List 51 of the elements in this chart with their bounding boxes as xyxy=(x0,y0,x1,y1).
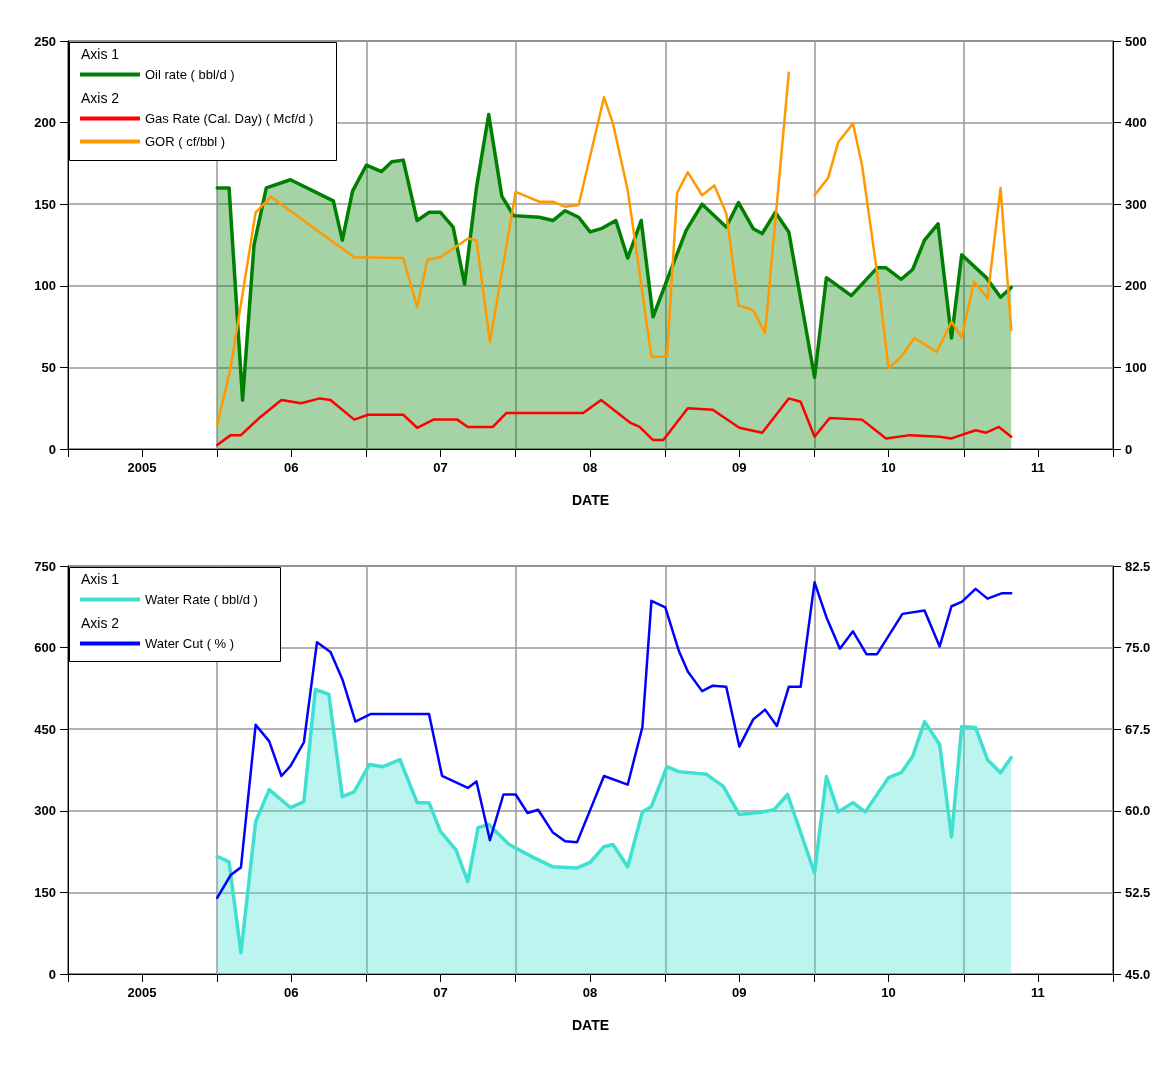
annotation: Axis 1 xyxy=(81,46,120,62)
y-tick-label: 450 xyxy=(34,721,56,737)
annotation: Axis 2 xyxy=(81,90,120,106)
x-tick-label: 08 xyxy=(582,460,598,475)
line-series xyxy=(215,397,1013,447)
x-axis-title: DATE xyxy=(571,492,610,508)
y-tick-label: 150 xyxy=(34,196,56,212)
y2-tick-label: 67.5 xyxy=(1125,721,1151,737)
y-tick-label: 250 xyxy=(34,33,56,49)
legend-label: Water Cut ( % ) xyxy=(145,636,235,651)
x-tick-label: 10 xyxy=(881,460,896,475)
y2-tick-label: 60.0 xyxy=(1125,803,1151,819)
y-tick-label: 750 xyxy=(34,558,56,574)
y2-tick-label: 100 xyxy=(1125,359,1147,375)
x-tick-label: 09 xyxy=(732,460,747,475)
x-tick-label: 11 xyxy=(1030,460,1045,475)
x-axis-title: DATE xyxy=(571,1017,610,1033)
y2-tick-label: 300 xyxy=(1125,196,1147,212)
x-tick-label: 08 xyxy=(582,985,598,1000)
legend-label: Oil rate ( bbl/d ) xyxy=(145,67,235,82)
y-tick-label: 200 xyxy=(34,115,56,131)
y2-tick-label: 200 xyxy=(1125,278,1147,294)
y-tick-label: 600 xyxy=(34,640,56,656)
x-tick-label: 06 xyxy=(283,985,299,1000)
y2-tick-label: 75.0 xyxy=(1125,640,1151,656)
x-tick-label: 09 xyxy=(732,985,747,1000)
y-tick-label: 50 xyxy=(41,359,56,375)
x-tick-label: 07 xyxy=(433,985,448,1000)
y2-tick-label: 82.5 xyxy=(1125,558,1151,574)
y-tick-label: 0 xyxy=(48,441,56,457)
annotation: Axis 2 xyxy=(81,615,120,631)
legend-label: GOR ( cf/bbl ) xyxy=(145,134,226,149)
x-tick-label: 10 xyxy=(881,985,896,1000)
y-tick-label: 0 xyxy=(48,966,56,982)
legend-label: Water Rate ( bbl/d ) xyxy=(145,592,258,607)
annotation: Axis 1 xyxy=(81,571,120,587)
x-tick-label: 07 xyxy=(433,460,448,475)
y-tick-label: 100 xyxy=(34,278,56,294)
y-tick-label: 150 xyxy=(34,884,56,900)
x-tick-label: 2005 xyxy=(127,460,157,475)
y-tick-label: 300 xyxy=(34,803,56,819)
legend-label: Gas Rate (Cal. Day) ( Mcf/d ) xyxy=(145,111,314,126)
x-tick-label: 11 xyxy=(1030,985,1045,1000)
y2-tick-label: 0 xyxy=(1125,441,1133,457)
y2-tick-label: 45.0 xyxy=(1125,966,1151,982)
line-series xyxy=(215,581,1013,900)
y2-tick-label: 400 xyxy=(1125,115,1147,131)
y2-tick-label: 52.5 xyxy=(1125,884,1151,900)
y2-tick-label: 500 xyxy=(1125,33,1147,49)
x-tick-label: 06 xyxy=(283,460,299,475)
x-tick-label: 2005 xyxy=(127,985,157,1000)
